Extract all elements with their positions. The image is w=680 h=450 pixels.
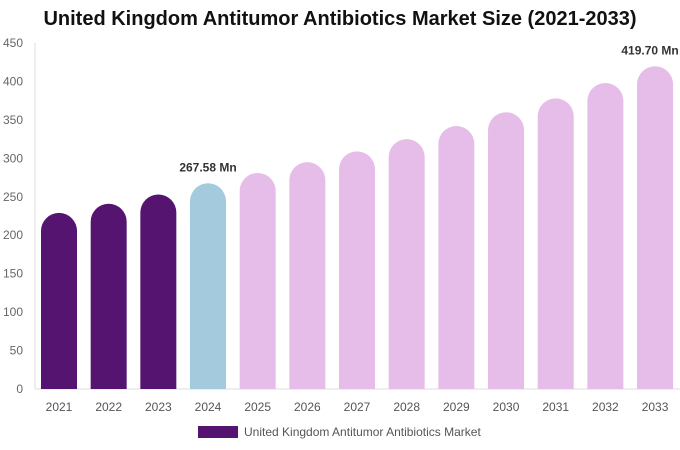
x-tick-label: 2028: [393, 400, 420, 414]
x-tick-label: 2033: [642, 400, 669, 414]
x-tick-label: 2029: [443, 400, 470, 414]
y-tick-label: 50: [10, 344, 24, 358]
x-tick-label: 2021: [46, 400, 73, 414]
legend: United Kingdom Antitumor Antibiotics Mar…: [198, 425, 481, 439]
bar-2032: [587, 82, 624, 389]
x-tick-label: 2024: [195, 400, 222, 414]
bar-2030: [488, 112, 525, 389]
x-tick-label: 2030: [493, 400, 520, 414]
x-tick-label: 2022: [95, 400, 122, 414]
bar-2029: [438, 126, 475, 390]
data-label-2033: 419.70 Mn: [621, 43, 678, 57]
bar-2024: [190, 183, 227, 389]
x-tick-label: 2026: [294, 400, 321, 414]
x-tick-label: 2027: [344, 400, 371, 414]
y-tick-label: 250: [3, 190, 23, 204]
bar-2033: [637, 66, 674, 389]
y-tick-label: 450: [3, 36, 23, 50]
y-tick-label: 100: [3, 305, 23, 319]
bar-2021: [41, 212, 77, 389]
bar-2028: [388, 139, 425, 389]
legend-swatch: [198, 426, 238, 438]
chart-title: United Kingdom Antitumor Antibiotics Mar…: [43, 8, 637, 30]
x-tick-label: 2023: [145, 400, 172, 414]
y-tick-label: 0: [16, 382, 23, 396]
y-tick-label: 200: [3, 228, 23, 242]
legend-label: United Kingdom Antitumor Antibiotics Mar…: [244, 425, 481, 439]
bar-2023: [140, 194, 177, 389]
bar-2027: [339, 151, 376, 389]
bar-2022: [90, 203, 127, 389]
y-tick-label: 150: [3, 267, 23, 281]
bar-2031: [537, 98, 574, 390]
y-tick-label: 350: [3, 113, 23, 127]
data-label-2024: 267.58 Mn: [179, 160, 236, 174]
x-tick-label: 2031: [542, 400, 569, 414]
x-tick-label: 2032: [592, 400, 619, 414]
x-tick-label: 2025: [244, 400, 271, 414]
y-tick-label: 300: [3, 151, 23, 165]
bar-2026: [289, 162, 326, 389]
y-tick-label: 400: [3, 74, 23, 88]
bar-2025: [239, 172, 276, 389]
